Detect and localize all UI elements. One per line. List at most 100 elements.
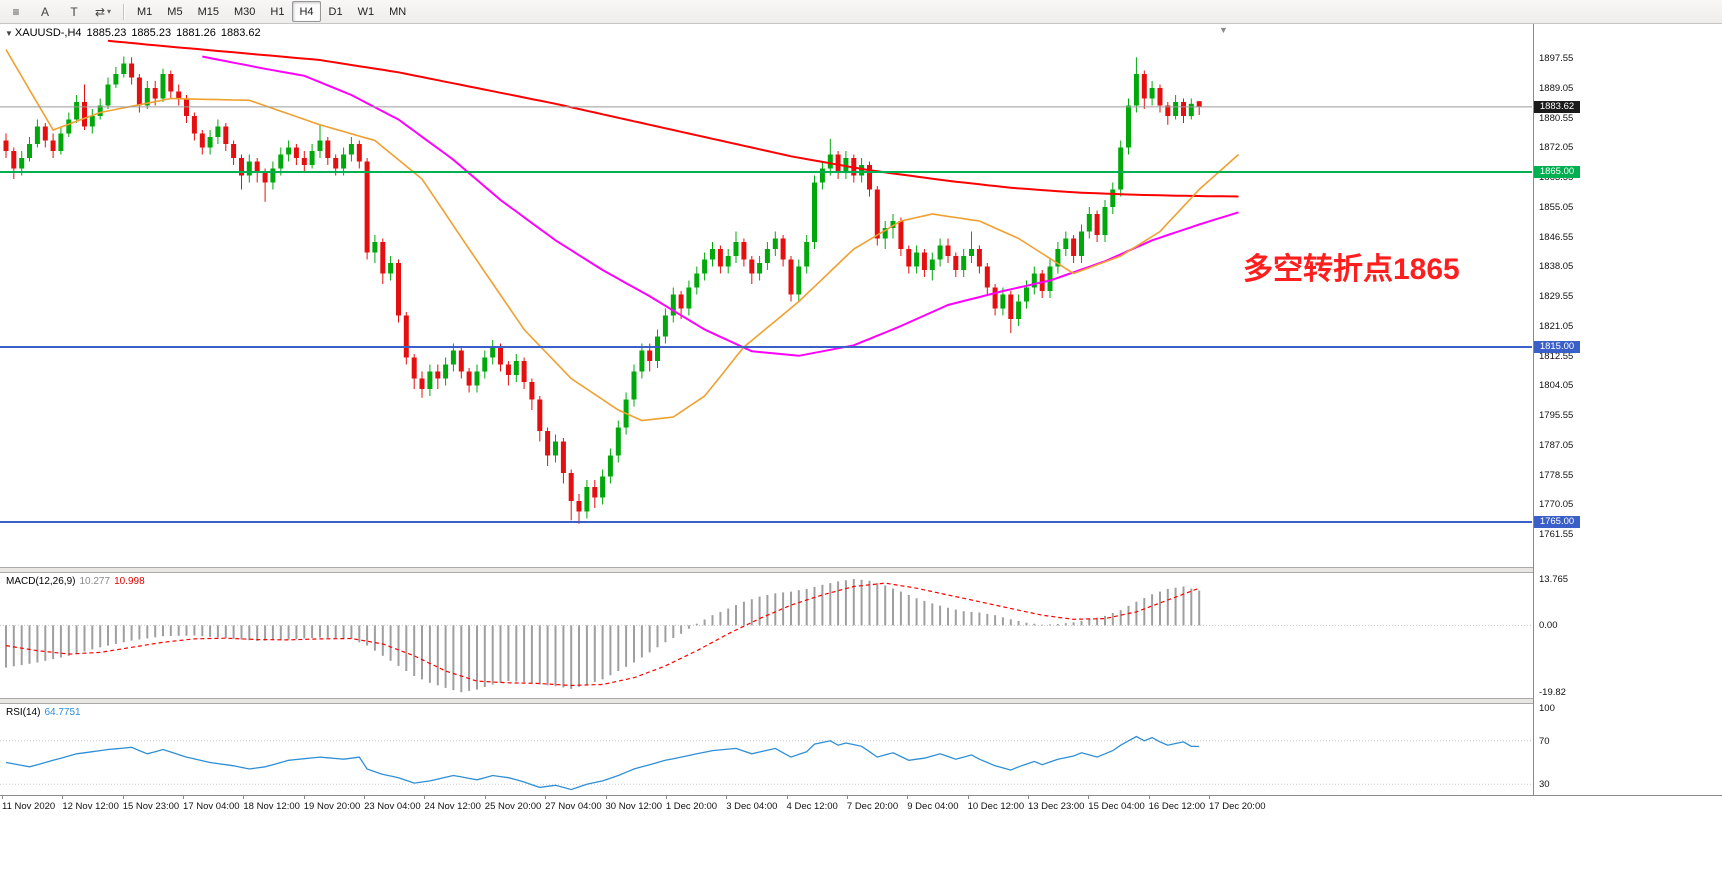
rsi-axis-label: 70 [1539, 735, 1550, 747]
macd-name: MACD(12,26,9) [6, 576, 76, 587]
timeframe-button-h1[interactable]: H1 [270, 5, 285, 18]
timeframe-button-m30[interactable]: M30 [233, 5, 256, 18]
price-badge: 1815.00 [1534, 341, 1580, 354]
time-axis[interactable]: 11 Nov 2020 12 Nov 12:00 15 Nov 23:00 17 No… [0, 795, 1722, 816]
rsi-value: 64.7751 [44, 707, 81, 718]
chart-shift-marker-icon[interactable]: ▼ [1219, 25, 1228, 35]
price-axis-label: 1778.55 [1539, 469, 1574, 481]
symbol-timeframe-label: XAUUSD-,H4 [14, 27, 82, 39]
time-axis-label: 23 Nov 04:00 [364, 801, 421, 812]
macd-axis-label: 0.00 [1539, 620, 1558, 632]
timeframe-button-m5[interactable]: M5 [167, 5, 183, 18]
price-axis-label: 1804.05 [1539, 380, 1574, 392]
price-badge: 1865.00 [1534, 166, 1580, 179]
ma-mid-magenta [202, 55, 1239, 357]
rsi-axis-label: 30 [1539, 779, 1550, 791]
time-axis-tick [1088, 796, 1090, 799]
timeframe-button-m15[interactable]: M15 [197, 5, 219, 18]
time-axis-tick [122, 796, 124, 799]
price-badge: 1765.00 [1534, 516, 1580, 529]
time-axis-tick [605, 796, 607, 799]
time-axis-tick [907, 796, 909, 799]
price-axis-label: 1829.55 [1539, 291, 1574, 303]
time-axis-label: 4 Dec 12:00 [786, 801, 838, 812]
price-badge: 1883.62 [1534, 100, 1580, 113]
rsi-name: RSI(14) [6, 707, 41, 718]
menu-icon-glyph: ≡ [12, 4, 20, 19]
time-axis-label: 25 Nov 20:00 [484, 801, 542, 812]
timeframe-button-mn[interactable]: MN [389, 5, 407, 18]
time-axis-tick [243, 796, 245, 799]
time-axis-label: 19 Nov 20:00 [303, 801, 361, 812]
time-axis-tick [665, 796, 667, 799]
macd-main-value: 10.277 [79, 576, 111, 587]
panel-splitter[interactable] [0, 698, 1722, 704]
time-axis-tick [364, 796, 366, 799]
time-axis-tick [545, 796, 547, 799]
time-axis-tick [726, 796, 728, 799]
time-axis-label: 12 Nov 12:00 [62, 801, 119, 812]
price-axis-label: 1761.55 [1539, 529, 1574, 541]
panel-splitter[interactable] [0, 567, 1722, 573]
price-axis-label: 1846.55 [1539, 231, 1574, 243]
price-axis-label: 1770.05 [1539, 499, 1574, 511]
timeframe-button-m1[interactable]: M1 [137, 5, 153, 18]
time-axis-tick [786, 796, 788, 799]
macd-signal-line [5, 582, 1200, 687]
time-axis-label: 7 Dec 20:00 [846, 801, 899, 812]
macd-axis-label: 13.765 [1539, 573, 1569, 585]
time-axis-label: 27 Nov 04:00 [545, 801, 602, 812]
macd-label: MACD(12,26,9) 10.277 10.998 [6, 576, 149, 587]
price-axis-label: 1812.55 [1539, 350, 1574, 362]
time-axis-label: 3 Dec 04:00 [726, 801, 778, 812]
rsi-indicator-plot[interactable] [0, 704, 1532, 795]
ohlc-low: 1881.26 [176, 27, 216, 39]
main-chart-plot[interactable] [0, 24, 1532, 567]
timeframe-button-h4[interactable]: H4 [292, 1, 321, 22]
text-tool-button[interactable]: T [60, 1, 88, 23]
price-axis-label: 1880.55 [1539, 112, 1574, 124]
price-axis-label: 1872.05 [1539, 142, 1574, 154]
time-axis-label: 17 Nov 04:00 [183, 801, 240, 812]
time-axis-tick [1027, 796, 1029, 799]
ohlc-high: 1885.23 [131, 27, 172, 39]
time-axis-tick [967, 796, 969, 799]
price-axis-label: 1821.05 [1539, 320, 1574, 332]
price-axis-label: 1838.05 [1539, 261, 1574, 273]
arrows-tool-button[interactable]: ⇄ ▾ [89, 1, 117, 23]
price-axis[interactable]: 1897.551889.051880.551872.051863.551855.… [1533, 24, 1722, 795]
timeframe-button-w1[interactable]: W1 [357, 5, 375, 18]
time-axis-label: 15 Dec 04:00 [1088, 801, 1145, 812]
time-axis-label: 1 Dec 20:00 [665, 801, 718, 812]
macd-axis-label: -19.82 [1539, 687, 1566, 699]
time-axis-label: 11 Nov 2020 [2, 801, 56, 812]
timeframe-button-d1[interactable]: D1 [328, 5, 343, 18]
ma-fast-orange [5, 49, 1240, 422]
time-axis-tick [2, 796, 3, 799]
time-axis-tick [846, 796, 848, 799]
time-axis-label: 16 Dec 12:00 [1148, 801, 1206, 812]
chart-annotation-text: 多空转折点1865 [1243, 253, 1460, 286]
time-axis-tick [484, 796, 486, 799]
price-axis-label: 1897.55 [1539, 53, 1574, 65]
time-axis-label: 10 Dec 12:00 [967, 801, 1025, 812]
time-axis-tick [1209, 796, 1210, 799]
chart-title: ▼ XAUUSD-,H4 1885.23 1885.23 1881.26 1883.62 [5, 27, 266, 39]
price-axis-label: 1795.55 [1539, 410, 1574, 422]
menu-icon[interactable]: ≡ [2, 1, 30, 23]
time-axis-label: 24 Nov 12:00 [424, 801, 481, 812]
time-axis-label: 17 Dec 20:00 [1209, 801, 1266, 812]
annotation-a-button[interactable]: A [31, 1, 59, 23]
collapse-triangle-icon[interactable]: ▼ [5, 29, 13, 38]
rsi-label: RSI(14) 64.7751 [6, 707, 85, 718]
macd-indicator-plot[interactable] [0, 573, 1532, 698]
macd-signal-value: 10.998 [114, 576, 145, 587]
toolbar-separator [123, 3, 124, 20]
price-axis-label: 1889.05 [1539, 82, 1574, 94]
timeframe-group: M1 M5 M15 M30 H1 H4 D1 W1 MN [130, 1, 413, 22]
time-axis-tick [62, 796, 64, 799]
text-tool-icon: T [70, 4, 78, 19]
time-axis-label: 13 Dec 23:00 [1027, 801, 1085, 812]
time-axis-label: 18 Nov 12:00 [243, 801, 300, 812]
price-axis-label: 1787.05 [1539, 439, 1574, 451]
